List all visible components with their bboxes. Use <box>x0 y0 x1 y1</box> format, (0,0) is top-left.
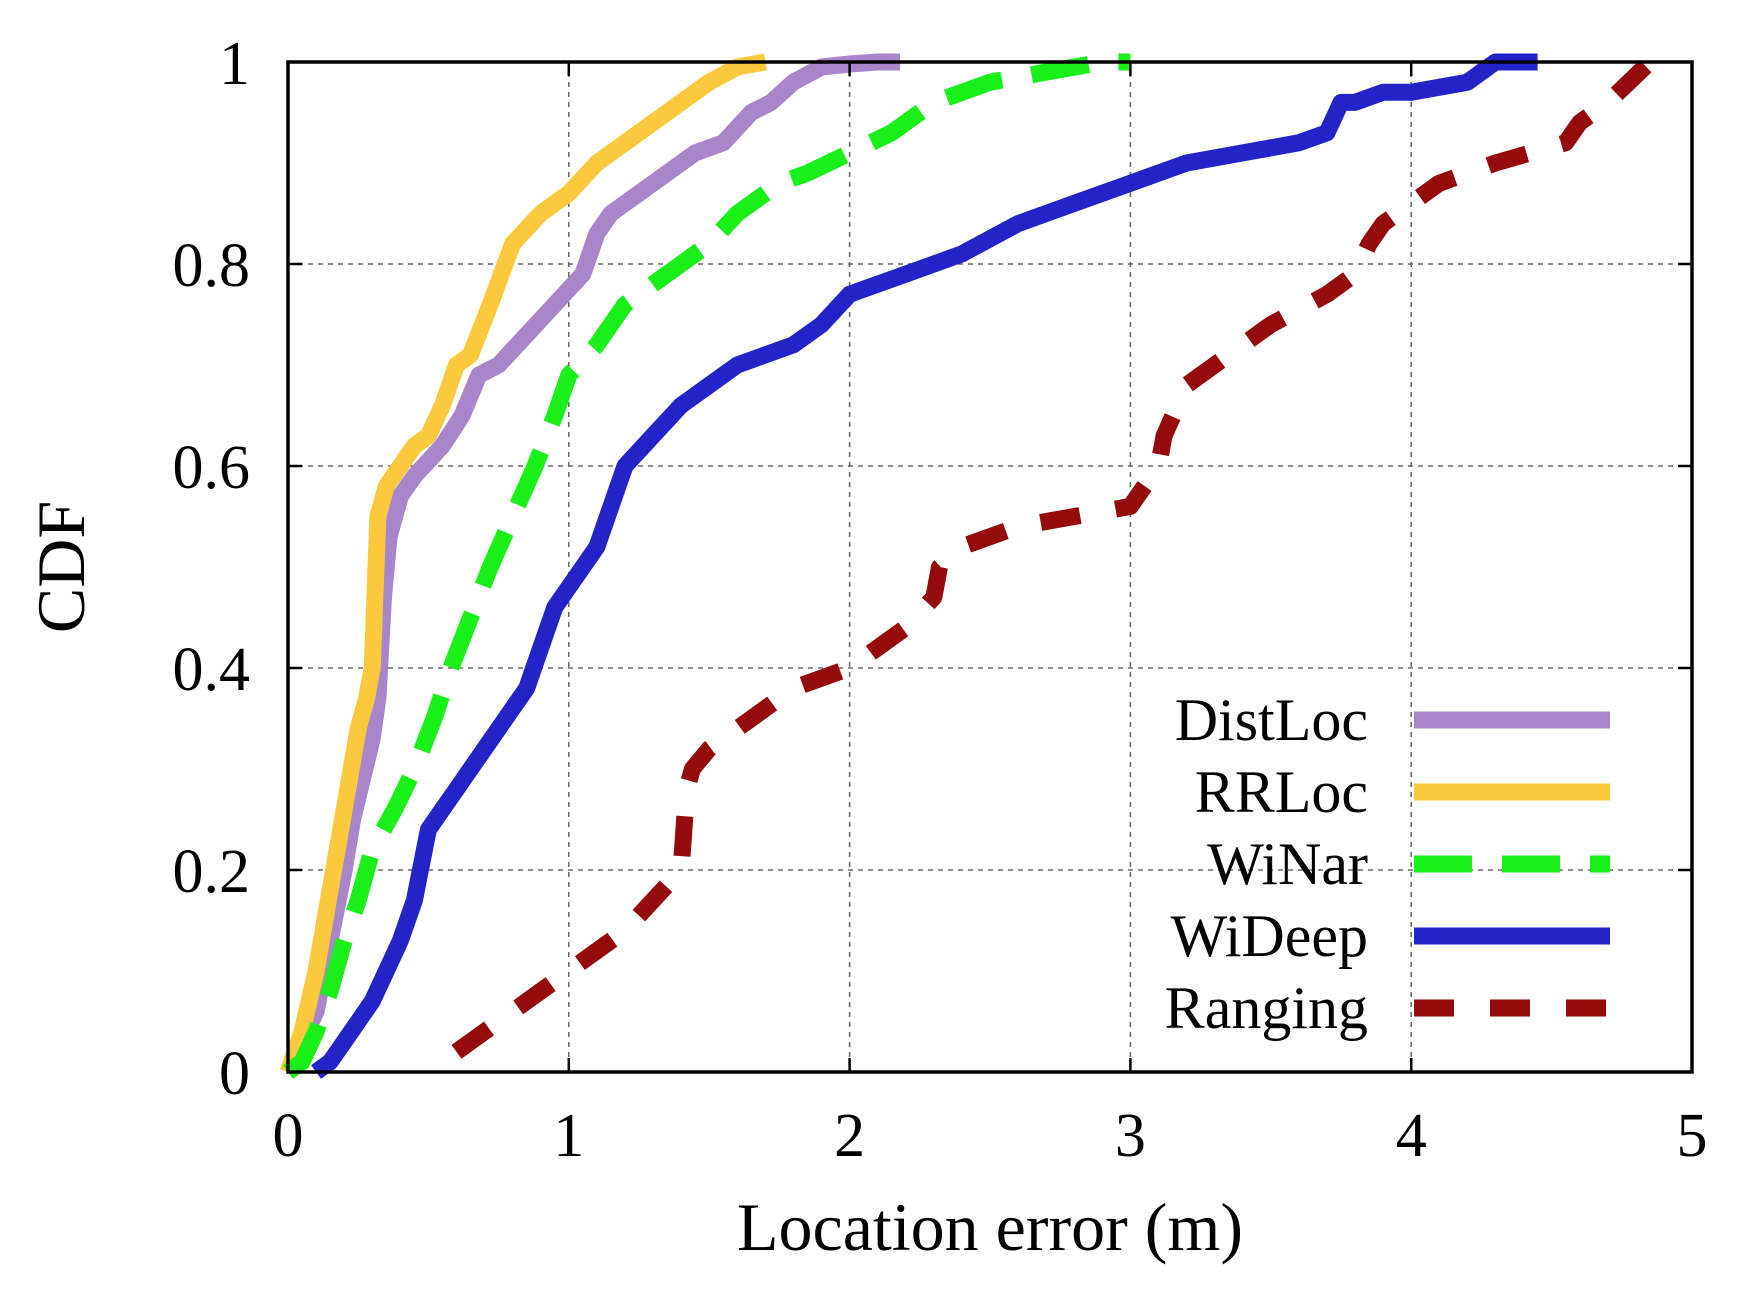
series-line-ranging <box>451 55 1656 1059</box>
legend-label-wideep: WiDeep <box>1171 903 1369 969</box>
legend-label-ranging: Ranging <box>1165 975 1368 1041</box>
legend-label-rrloc: RRLoc <box>1195 759 1368 825</box>
legend-label-winar: WiNar <box>1207 831 1368 897</box>
y-tick-label: 0.6 <box>173 434 251 502</box>
x-tick-label: 3 <box>1115 1102 1146 1170</box>
y-tick-labels: 0 0.2 0.4 0.6 0.8 1 <box>173 30 251 1108</box>
grid <box>288 62 1692 1072</box>
y-tick-label: 0.2 <box>173 838 251 906</box>
x-axis-title: Location error (m) <box>737 1189 1243 1265</box>
x-tick-label: 0 <box>273 1102 304 1170</box>
y-axis-title: CDF <box>23 501 99 633</box>
y-tick-label: 0.4 <box>173 636 251 704</box>
series-line-rrloc <box>279 53 767 1075</box>
series-line-winar <box>283 53 1131 1079</box>
series-lines <box>279 53 1656 1079</box>
x-tick-label: 2 <box>834 1102 865 1170</box>
x-tick-label: 1 <box>553 1102 584 1170</box>
series-line-wideep <box>311 53 1538 1079</box>
y-tick-label: 1 <box>219 30 250 98</box>
y-tick-label: 0 <box>219 1040 250 1108</box>
x-tick-labels: 0 1 2 3 4 5 <box>273 1102 1708 1170</box>
x-tick-label: 5 <box>1677 1102 1708 1170</box>
x-tick-label: 4 <box>1396 1102 1427 1170</box>
plot-frame <box>286 60 1694 1074</box>
series-line-distloc <box>280 53 901 1076</box>
legend-label-distloc: DistLoc <box>1175 687 1368 753</box>
axis-ticks <box>286 60 1694 1074</box>
y-tick-label: 0.8 <box>173 232 251 300</box>
